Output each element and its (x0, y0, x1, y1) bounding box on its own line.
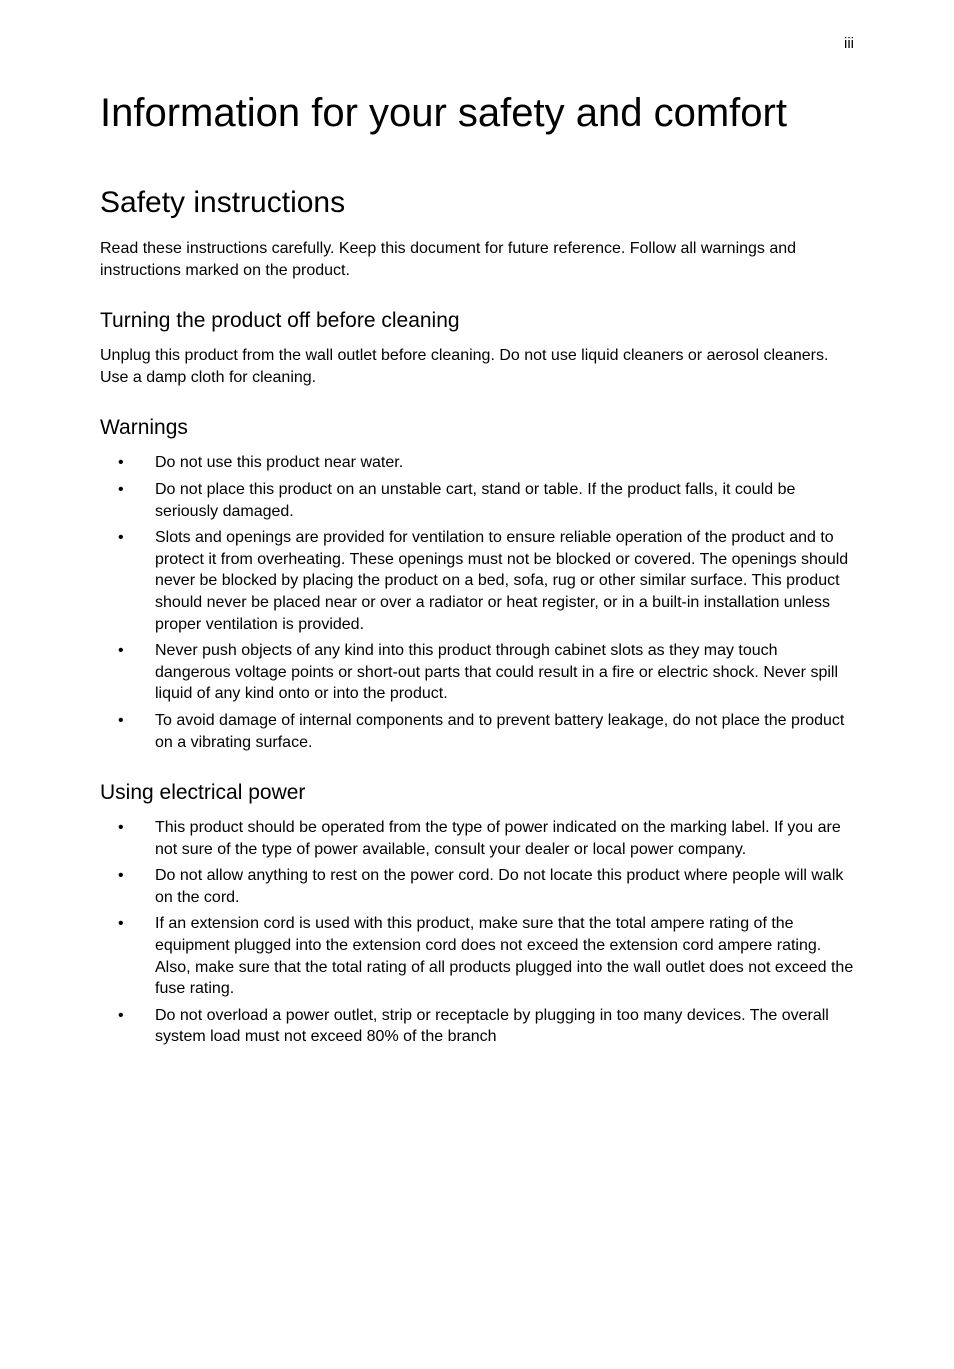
warnings-list-container: Do not use this product near water. Do n… (100, 452, 854, 753)
power-list: This product should be operated from the… (100, 817, 854, 1048)
list-item: Never push objects of any kind into this… (100, 640, 854, 705)
list-item: Do not place this product on an unstable… (100, 479, 854, 522)
list-item: This product should be operated from the… (100, 817, 854, 860)
subsection-title-power: Using electrical power (100, 781, 854, 805)
section-intro: Read these instructions carefully. Keep … (100, 238, 854, 281)
section-title-safety: Safety instructions (100, 186, 854, 220)
list-item: Slots and openings are provided for vent… (100, 527, 854, 635)
page-number: iii (844, 35, 854, 52)
list-item: Do not use this product near water. (100, 452, 854, 474)
subsection-title-cleaning: Turning the product off before cleaning (100, 309, 854, 333)
list-item: Do not allow anything to rest on the pow… (100, 865, 854, 908)
list-item: To avoid damage of internal components a… (100, 710, 854, 753)
warnings-list: Do not use this product near water. Do n… (100, 452, 854, 753)
main-title: Information for your safety and comfort (100, 90, 854, 136)
list-item: If an extension cord is used with this p… (100, 913, 854, 999)
subsection-title-warnings: Warnings (100, 416, 854, 440)
subsection-text-cleaning: Unplug this product from the wall outlet… (100, 345, 854, 388)
power-list-container: This product should be operated from the… (100, 817, 854, 1048)
list-item: Do not overload a power outlet, strip or… (100, 1005, 854, 1048)
